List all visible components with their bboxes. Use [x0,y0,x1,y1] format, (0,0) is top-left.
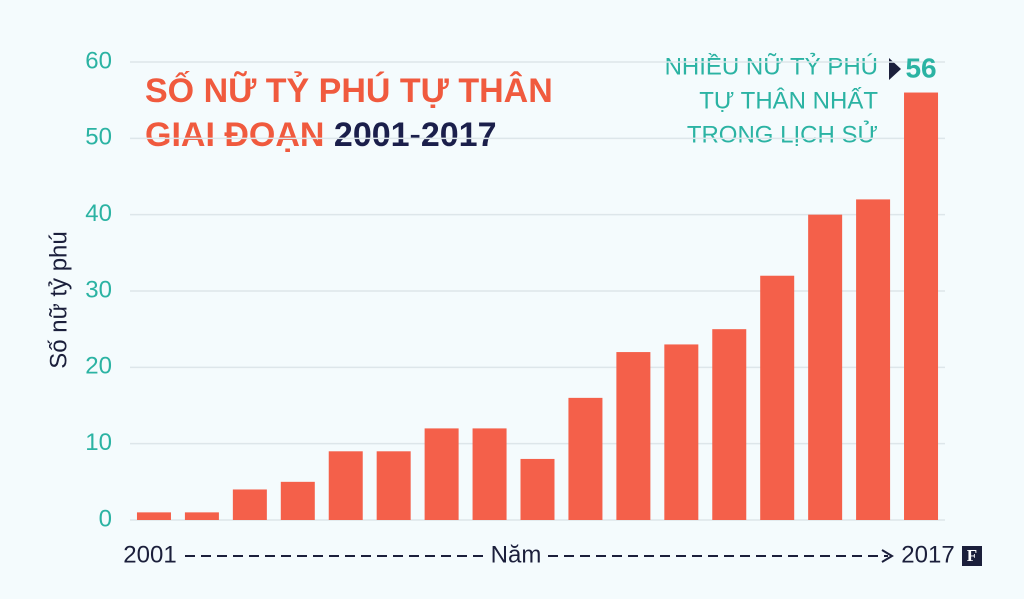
x-axis-arrow [881,549,894,563]
annotation: TRONG LỊCH SỬ [687,119,878,148]
logo: F [967,546,977,565]
bar [472,428,507,520]
x-tick-label: 2001 [123,541,176,568]
bar [520,458,555,520]
annotation: NHIỀU NỮ TỶ PHÚ [665,51,878,80]
bar [856,199,891,520]
y-tick-label: 0 [99,505,112,532]
annotation: TỰ THÂN NHẤT [699,86,878,114]
y-tick-label: 30 [85,276,112,303]
bar [568,397,603,520]
value-label: 56 [905,52,936,83]
title-part: 2001-2017 [334,116,497,154]
logo-box [962,546,982,566]
x-axis-label: Năm [491,541,542,568]
y-axis-label: Số nữ tỷ phú [45,231,72,368]
bar [904,92,939,521]
y-tick-label: 40 [85,200,112,227]
bar [664,344,699,520]
title-part: GIAI ĐOẠN [145,116,324,154]
bar [712,329,747,520]
chart-title: GIAI ĐOẠN 2001-2017 [145,116,497,154]
bar [136,512,171,520]
y-tick-label: 60 [85,47,112,74]
y-tick-label: 50 [85,124,112,151]
chart-title: SỐ NỮ TỶ PHÚ TỰ THÂN [145,71,553,110]
bar [328,451,363,520]
bar [232,489,267,520]
y-tick-label: 10 [85,429,112,456]
annotation-arrow [889,58,901,80]
bar [760,275,795,520]
bar [616,352,651,520]
bar [808,214,843,520]
bar [184,512,219,520]
bar [424,428,459,520]
x-tick-label: 2017 [901,541,954,568]
y-tick-label: 20 [85,353,112,380]
bar [376,451,411,520]
bar [280,481,315,520]
